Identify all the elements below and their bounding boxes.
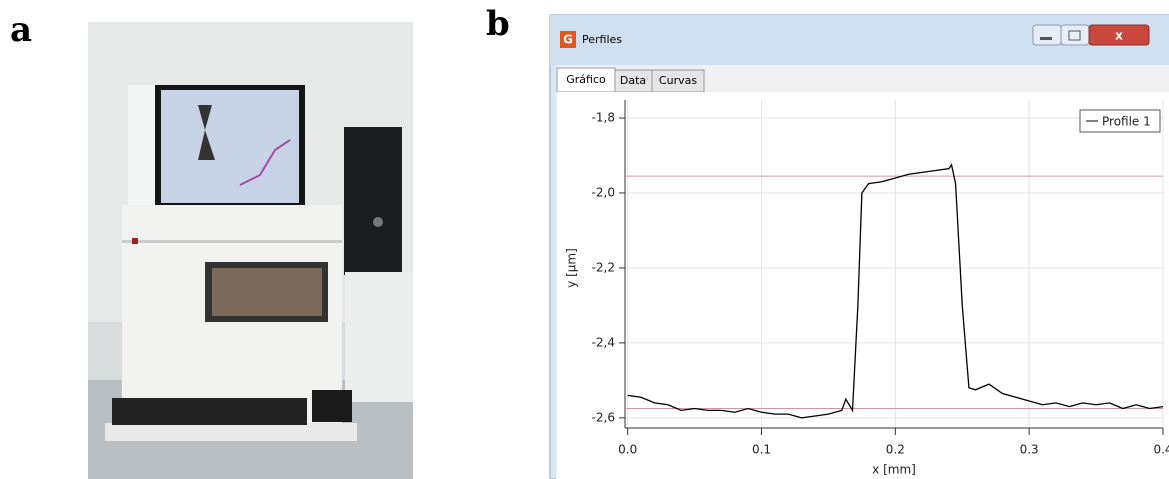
plot: -1,8 -2,0 -2,2 -2,4 -2,6 0.0 0.1 0.2 0.3 0.4 x [mm… bbox=[565, 100, 1169, 477]
window-title: Perfiles bbox=[582, 33, 622, 46]
tab-label: Data bbox=[620, 74, 646, 87]
y-tick-label: -2,4 bbox=[592, 335, 615, 349]
tab-label: Gráfico bbox=[566, 73, 606, 86]
y-tick-label: -2,6 bbox=[592, 410, 615, 424]
svg-text:G: G bbox=[563, 33, 573, 47]
y-tick-label: -1,8 bbox=[592, 110, 615, 124]
tab-label: Curvas bbox=[659, 74, 697, 87]
x-axis-label: x [mm] bbox=[872, 463, 916, 477]
profile-line bbox=[627, 163, 1164, 419]
photo bbox=[88, 22, 413, 479]
panel-label: b bbox=[486, 4, 510, 44]
x-tick-label: 0.2 bbox=[886, 443, 905, 457]
maximize-button[interactable] bbox=[1060, 24, 1090, 46]
x-tick-label: 0.3 bbox=[1020, 443, 1039, 457]
tab[interactable] bbox=[556, 67, 616, 93]
close-button[interactable] bbox=[1088, 24, 1150, 46]
y-tick-label: -2,0 bbox=[592, 185, 615, 199]
y-tick-label: -2,2 bbox=[592, 260, 615, 274]
y-axis-label: y [µm] bbox=[565, 248, 579, 288]
x-tick-label: 0.0 bbox=[618, 443, 637, 457]
panel-label: a bbox=[10, 10, 32, 50]
x-tick-label: 0.1 bbox=[752, 443, 771, 457]
svg-text:x: x bbox=[1115, 29, 1123, 43]
minimize-button[interactable] bbox=[1032, 24, 1062, 46]
legend-label: Profile 1 bbox=[1102, 115, 1151, 129]
x-tick-label: 0.4 bbox=[1153, 443, 1169, 457]
legend-box bbox=[1079, 109, 1161, 133]
